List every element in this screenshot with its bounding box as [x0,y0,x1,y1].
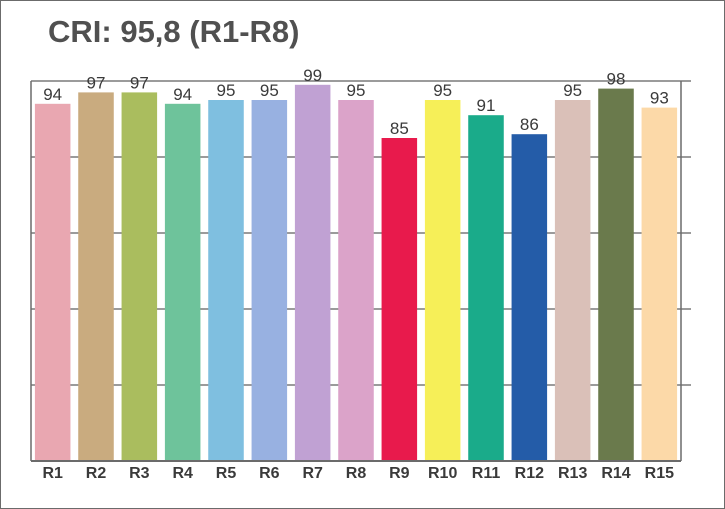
bar-r6 [251,100,288,461]
value-labels: 94 97 97 94 95 95 99 95 85 95 91 86 95 98 93 [43,66,669,138]
bar-r3 [121,92,158,462]
category-label: R8 [346,465,367,482]
bar-r5 [208,100,244,461]
bar-r7 [294,84,331,462]
value-label: 94 [43,85,62,104]
value-label: 98 [607,70,626,89]
value-label: 95 [433,81,452,100]
category-label: R5 [216,465,237,482]
category-label: R13 [558,465,587,482]
bar-r15 [641,107,678,461]
value-label: 93 [650,89,669,108]
bar-r10 [424,100,461,461]
category-label: R6 [259,465,280,482]
bar-r13 [554,100,591,461]
bars [34,84,678,462]
bar-r1 [34,103,71,462]
bar-r4 [164,103,201,462]
category-label: R14 [601,465,630,482]
category-label: R4 [172,465,193,482]
category-label: R7 [302,465,323,482]
value-label: 95 [260,81,279,100]
value-label: 99 [303,66,322,85]
bar-r14 [598,88,634,461]
value-label: 97 [130,73,149,92]
value-label: 85 [390,119,409,138]
bar-r8 [338,100,374,461]
category-label: R15 [645,465,674,482]
value-label: 95 [347,81,366,100]
category-label: R1 [42,465,63,482]
bar-r11 [468,115,504,461]
value-label: 95 [563,81,582,100]
category-label: R3 [129,465,150,482]
category-label: R11 [472,465,501,482]
value-label: 91 [477,96,496,115]
category-labels: R1 R2 R3 R4 R5 R6 R7 R8 R9 R10 R11 R12 R13 R14 R15 [42,465,674,482]
category-label: R10 [428,465,457,482]
bar-r2 [78,92,114,462]
bar-r9 [381,138,418,461]
chart-title: CRI: 95,8 (R1-R8) [48,14,300,49]
category-label: R9 [389,465,410,482]
value-label: 86 [520,115,539,134]
category-label: R12 [515,465,544,482]
bar-r12 [511,134,548,461]
value-label: 95 [217,81,236,100]
value-label: 94 [173,85,192,104]
category-label: R2 [86,465,107,482]
value-label: 97 [87,73,106,92]
